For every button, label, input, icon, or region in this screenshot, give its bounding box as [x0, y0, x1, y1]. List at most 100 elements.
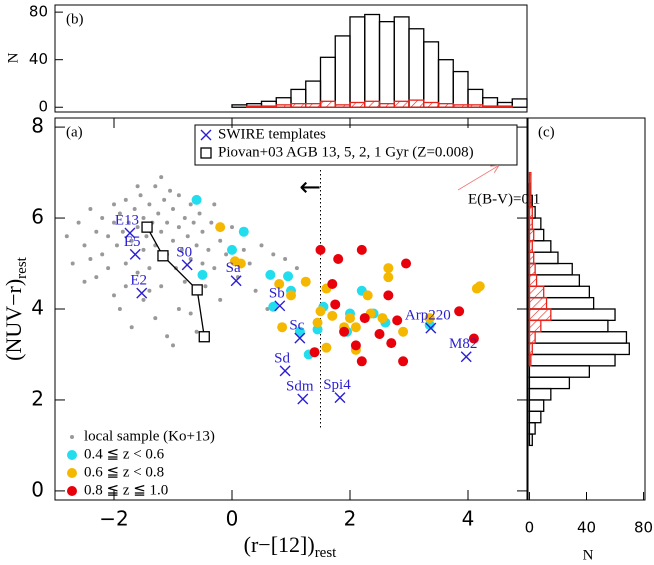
hist-bar — [528, 262, 536, 276]
hist-bar — [528, 342, 533, 356]
hist-bar — [452, 70, 469, 108]
legend-label: SWIRE templates — [218, 126, 326, 142]
x-axis-label-main: (r−[12]) — [244, 532, 315, 557]
point — [197, 211, 202, 216]
point — [350, 340, 361, 351]
y-tick-label: 80 — [29, 3, 48, 21]
legend-box — [194, 124, 518, 166]
hist-bar — [275, 104, 292, 108]
hist-bar — [334, 104, 351, 108]
point — [241, 247, 246, 252]
y-axis-label: (NUV−r)rest — [1, 256, 30, 361]
point — [333, 253, 344, 264]
point — [138, 193, 143, 198]
point — [159, 284, 164, 289]
point-label: Arp220 — [405, 308, 451, 324]
hist-bar — [408, 99, 425, 108]
point — [327, 310, 338, 321]
point — [141, 247, 146, 252]
legend-marker — [70, 435, 74, 439]
point — [398, 356, 409, 367]
point — [215, 222, 226, 233]
hist-bar — [528, 422, 536, 435]
y-axis-label-sub: rest — [14, 256, 30, 278]
legend-label: Piovan+03 AGB 13, 5, 2, 1 Gyr (Z=0.008) — [218, 144, 474, 160]
point — [224, 252, 229, 257]
point — [460, 351, 472, 363]
point — [144, 234, 149, 239]
point — [106, 266, 111, 271]
hist-bar — [423, 41, 440, 108]
point — [126, 220, 131, 225]
point — [135, 270, 140, 275]
point — [76, 220, 81, 225]
point — [383, 272, 394, 283]
x-tick-label: 4 — [462, 507, 475, 531]
point-label: E2 — [130, 273, 147, 289]
point — [356, 356, 367, 367]
point — [424, 313, 435, 324]
point — [159, 229, 164, 234]
hist-bar — [452, 104, 469, 108]
point — [334, 392, 346, 404]
hist-bar — [246, 105, 263, 108]
point — [129, 238, 134, 243]
point — [198, 331, 210, 343]
hist-bar — [528, 433, 533, 447]
point-label: E13 — [115, 212, 139, 228]
hist-bar — [290, 103, 307, 108]
point — [212, 202, 217, 207]
point — [425, 322, 437, 334]
point — [123, 197, 128, 202]
point — [124, 227, 136, 239]
point — [362, 290, 373, 301]
hist-bar — [528, 399, 545, 412]
point — [194, 329, 199, 334]
panel-b-frame — [54, 4, 528, 113]
x-tick-label: 2 — [344, 507, 357, 531]
point — [191, 194, 202, 205]
point — [179, 247, 184, 252]
hist-bar — [528, 262, 573, 276]
point — [265, 307, 270, 311]
legend-label: 0.6 ≦ z < 0.8 — [84, 464, 164, 480]
point — [171, 206, 175, 211]
point — [386, 338, 397, 349]
point — [468, 333, 479, 344]
point — [168, 188, 173, 193]
point — [247, 261, 252, 266]
point — [123, 284, 128, 289]
point — [194, 243, 199, 248]
point — [339, 326, 350, 337]
hist-bar — [349, 101, 366, 108]
y-tick-label: 40 — [29, 50, 48, 68]
y-tick-label: 0 — [38, 98, 48, 116]
point — [253, 288, 258, 293]
hist-bar — [231, 104, 248, 108]
point — [238, 226, 249, 237]
hist-bar — [423, 101, 440, 108]
point — [157, 250, 169, 262]
y-tick-label: 2 — [31, 386, 44, 410]
point-label: Sb — [269, 285, 285, 301]
point — [401, 258, 412, 269]
point — [294, 326, 305, 337]
point — [94, 275, 99, 280]
x-tick-label: 40 — [577, 519, 596, 537]
point — [100, 252, 105, 257]
point — [153, 184, 158, 189]
point — [203, 284, 208, 289]
point — [230, 275, 242, 287]
hist-bar — [496, 105, 513, 108]
point — [185, 234, 190, 239]
x-tick-label: 0 — [525, 519, 535, 537]
point — [398, 326, 409, 337]
point — [312, 317, 323, 328]
point — [374, 329, 385, 340]
point — [235, 258, 246, 269]
point — [141, 221, 153, 233]
point — [112, 220, 116, 225]
hist-bar — [528, 171, 532, 185]
point — [171, 343, 175, 348]
